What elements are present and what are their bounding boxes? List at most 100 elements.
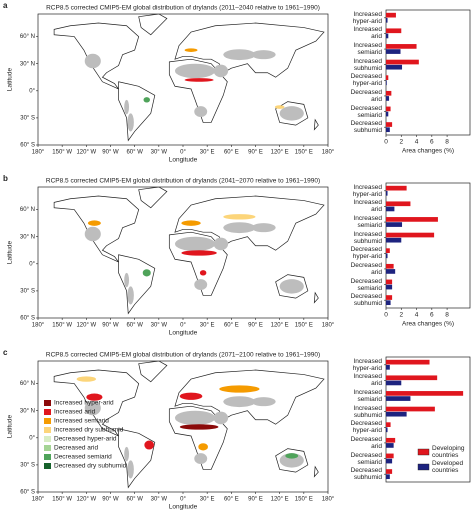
x-tick-label: 0 (384, 139, 388, 146)
x-tick-label: 30° E (200, 497, 215, 503)
bar (386, 263, 394, 269)
legend-label: Increased dry subhumid (54, 427, 124, 434)
bar (386, 406, 435, 412)
x-axis-title: Longitude (169, 330, 198, 337)
category-label: Increased hyper-arid (352, 357, 382, 372)
bar (386, 111, 389, 117)
x-tick-label: 180° (32, 150, 45, 156)
bar (386, 122, 393, 127)
bar (386, 474, 390, 480)
x-tick-label: 90° E (248, 323, 263, 329)
bar (386, 253, 388, 259)
bar (386, 422, 391, 427)
legend-label: Developed countries (432, 460, 464, 474)
map-title: RCP8.5 corrected CMIP5-EM global distrib… (46, 352, 320, 359)
x-tick-label: 60° W (126, 497, 143, 503)
world-map (53, 187, 325, 314)
x-axis-title: Area changes (%) (402, 148, 454, 155)
x-tick-label: 2 (399, 139, 403, 146)
category-label: Decreased arid (350, 261, 382, 276)
category-label: Decreased semiarid (350, 104, 382, 119)
x-tick-label: 0° (180, 497, 186, 503)
y-tick-label: 30° S (20, 288, 35, 294)
y-axis-title: Latitude (7, 241, 14, 265)
category-label: Increased arid (353, 373, 382, 388)
x-tick-label: 180° (322, 150, 335, 156)
bar (386, 17, 388, 23)
category-label: Decreased semiarid (350, 277, 382, 292)
category-label: Decreased subhumid (350, 120, 382, 135)
legend-swatch (417, 448, 430, 456)
y-tick-label: 0° (29, 435, 35, 441)
panel-label: a (3, 1, 8, 10)
bar (386, 411, 407, 417)
category-label: Increased hyper-arid (352, 10, 382, 25)
bar (386, 33, 389, 39)
x-tick-label: 0 (384, 312, 388, 319)
y-tick-label: 30° S (20, 115, 35, 121)
bar (386, 127, 390, 133)
x-tick-label: 6 (430, 139, 434, 146)
legend-label: Decreased semiarid (54, 454, 112, 461)
bar (386, 391, 464, 396)
x-tick-label: 120° W (76, 497, 96, 503)
y-tick-label: 60° N (20, 207, 35, 213)
plot-frame (385, 182, 471, 309)
bar (386, 222, 403, 227)
x-tick-label: 30° E (200, 323, 215, 329)
x-tick-label: 150° E (295, 150, 313, 156)
bar (386, 44, 417, 49)
x-tick-label: 60° E (224, 323, 239, 329)
x-tick-label: 0° (180, 323, 186, 329)
bar (386, 248, 390, 253)
x-tick-label: 8 (445, 312, 449, 319)
plot-frame (385, 356, 471, 483)
bar (386, 453, 394, 459)
y-tick-label: 30° S (20, 462, 35, 468)
map-title: RCP8.5 corrected CMIP5-EM global distrib… (46, 178, 320, 185)
bar (386, 206, 395, 212)
category-label: Increased arid (353, 199, 382, 214)
bar (386, 217, 438, 222)
y-tick-label: 60° S (20, 490, 35, 496)
x-axis-title: Longitude (169, 157, 198, 164)
y-axis-title: Latitude (7, 415, 14, 439)
category-label: Increased arid (353, 26, 382, 41)
bar (386, 396, 411, 401)
category-label: Increased subhumid (353, 230, 382, 245)
bar (386, 269, 396, 274)
x-tick-label: 120° W (76, 150, 96, 156)
x-tick-label: 4 (415, 139, 419, 146)
legend-swatch (417, 463, 430, 471)
x-tick-label: 30° W (151, 323, 168, 329)
legend-label: Developing countries (432, 445, 465, 459)
category-label: Decreased subhumid (350, 467, 382, 482)
legend-swatch (44, 418, 51, 424)
x-tick-label: 120° E (271, 497, 289, 503)
legend-label: Increased arid (54, 409, 96, 416)
x-tick-label: 60° E (224, 497, 239, 503)
category-label: Decreased hyper-arid (350, 246, 382, 261)
y-tick-label: 0° (29, 88, 35, 94)
x-tick-label: 8 (445, 139, 449, 146)
bar (386, 90, 392, 96)
x-tick-label: 60° E (224, 150, 239, 156)
legend-label: Decreased dry subhumid (54, 463, 127, 470)
y-tick-label: 30° N (20, 408, 35, 414)
bar (386, 201, 411, 207)
x-tick-label: 120° W (76, 323, 96, 329)
x-tick-label: 60° W (126, 323, 143, 329)
y-tick-label: 60° S (20, 143, 35, 149)
x-tick-label: 90° W (102, 497, 119, 503)
bar (386, 28, 402, 34)
world-map (53, 14, 325, 141)
bar (386, 12, 396, 18)
category-label: Increased subhumid (353, 57, 382, 72)
bar (386, 359, 430, 365)
x-tick-label: 150° E (295, 323, 313, 329)
bar (386, 437, 396, 443)
bar (386, 64, 403, 70)
bar (386, 427, 388, 433)
